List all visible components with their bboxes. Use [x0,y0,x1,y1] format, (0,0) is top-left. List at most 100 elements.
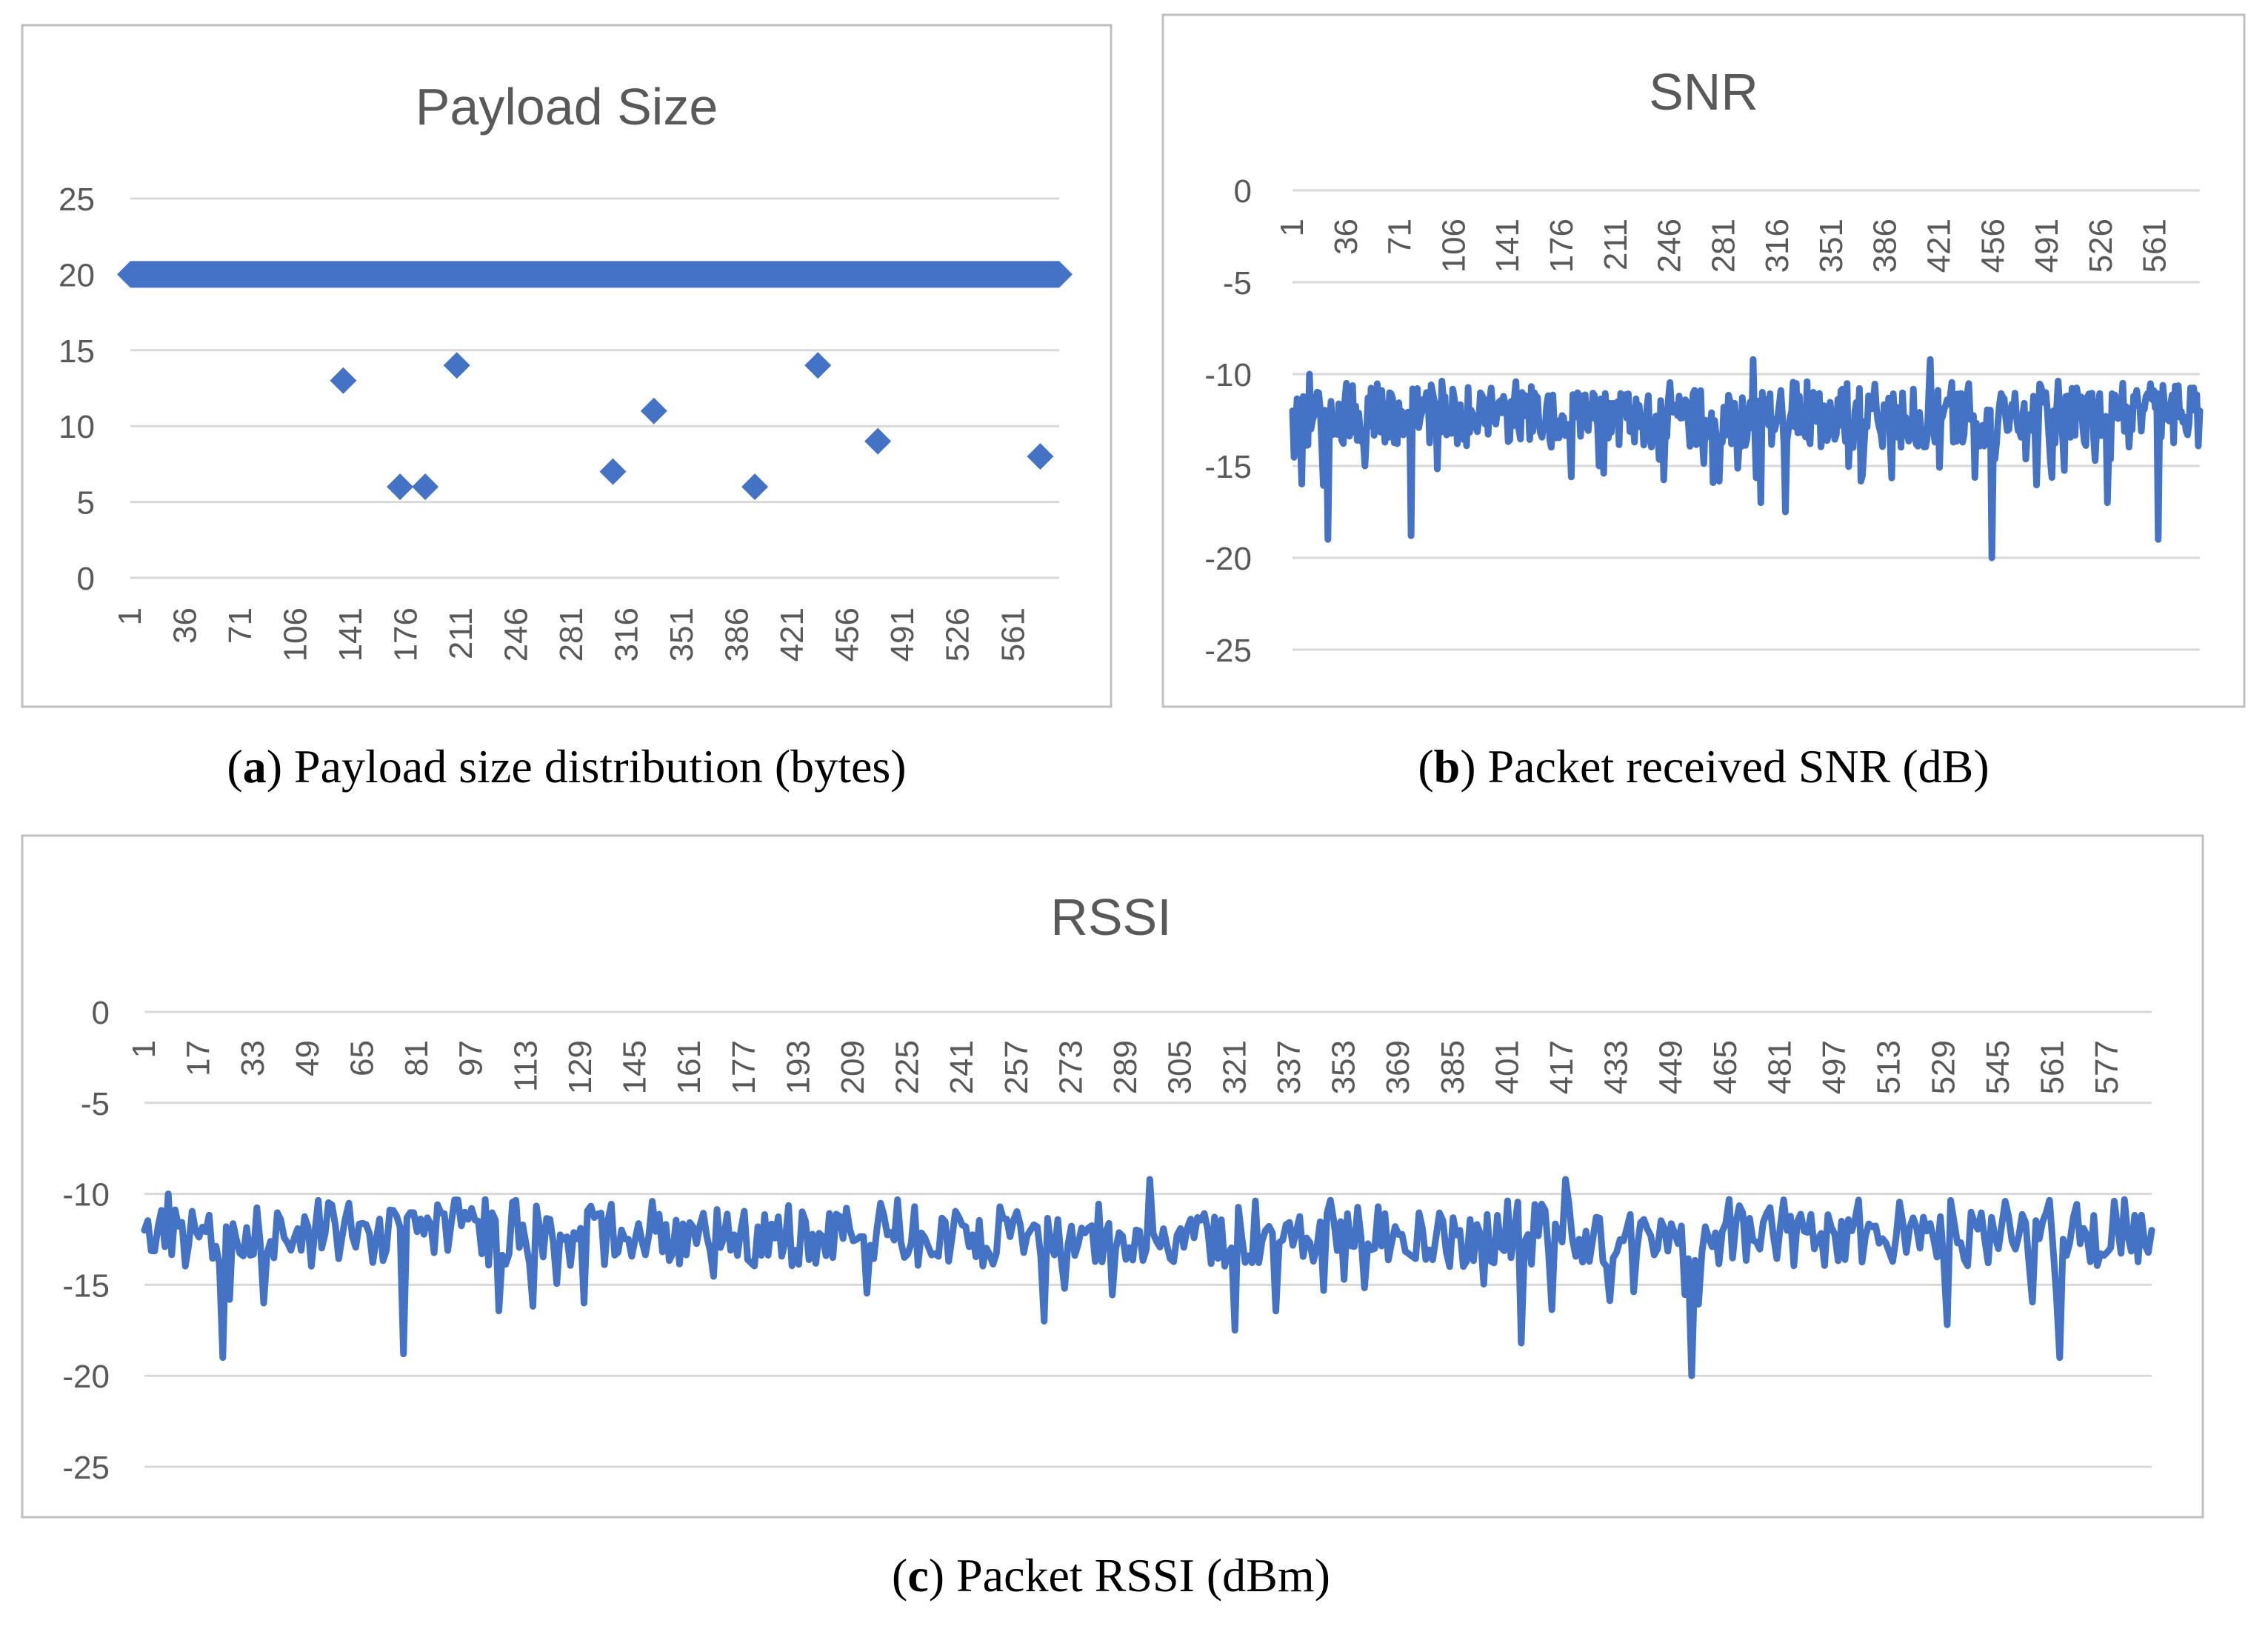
x-tick-label: 545 [1980,1040,2016,1094]
chart-c-title: RSSI [1050,888,1171,946]
x-tick-label: 211 [443,607,479,659]
x-tick-label: 49 [290,1040,326,1076]
x-tick-label: 106 [278,607,314,662]
series-line [1289,356,2204,562]
x-tick-label: 289 [1107,1040,1144,1094]
series-line [141,1176,2155,1379]
x-tick-label: 145 [617,1040,653,1094]
x-tick-label: 337 [1271,1040,1307,1094]
baseline-marker-start [117,261,144,288]
y-tick-label: 25 [59,181,95,218]
chart-c-marks [141,1176,2155,1379]
x-tick-label: 97 [453,1040,490,1076]
x-tick-label: 305 [1162,1040,1198,1094]
x-tick-label: 246 [498,607,535,662]
x-tick-label: 81 [398,1040,435,1076]
x-tick-label: 316 [1759,219,1795,273]
x-tick-label: 281 [1705,219,1741,273]
x-tick-label: 321 [1216,1040,1253,1094]
x-tick-label: 241 [944,1040,980,1094]
chart-a-x-ticks: 1 36 71 106 141 176 211 246 281 316 351 386 421 456 49… [112,607,1031,662]
caption-b: (b) Packet received SNR (dB) [1418,740,1989,793]
data-point [443,352,470,379]
panel-payload-size: Payload Size 0 5 10 15 20 25 1 36 71 106 141 176 21… [21,24,1113,708]
y-tick-label: 0 [1234,173,1252,210]
chart-a-y-ticks: 0 5 10 15 20 25 [59,181,95,597]
x-tick-label: 225 [890,1040,926,1094]
x-tick-label: 491 [2029,219,2065,273]
y-tick-label: 5 [77,485,95,522]
x-tick-label: 497 [1816,1040,1852,1094]
y-tick-label: 15 [59,333,95,370]
data-point [1027,443,1054,470]
x-tick-label: 246 [1652,219,1688,273]
x-tick-label: 351 [1813,219,1850,273]
x-tick-label: 141 [333,607,369,662]
x-tick-label: 481 [1761,1040,1798,1094]
caption-b-text: Packet received SNR (dB) [1488,740,1989,793]
caption-a-text: Payload size distribution (bytes) [294,740,907,793]
y-tick-label: -10 [62,1177,110,1213]
x-tick-label: 369 [1380,1040,1416,1094]
chart-b-marks [1289,356,2204,562]
y-tick-label: -10 [1204,357,1252,393]
y-tick-label: -5 [81,1086,110,1122]
x-tick-label: 36 [1328,219,1364,255]
x-tick-label: 465 [1707,1040,1744,1094]
chart-c-y-ticks: 0 -5 -10 -15 -20 -25 [62,995,110,1486]
y-tick-label: -25 [62,1450,110,1486]
x-tick-label: 113 [507,1040,544,1092]
x-tick-label: 161 [671,1040,707,1094]
y-tick-label: 20 [59,257,95,293]
x-tick-label: 529 [1925,1040,1961,1094]
x-tick-label: 417 [1544,1040,1580,1094]
y-tick-label: -15 [62,1267,110,1304]
x-tick-label: 209 [835,1040,871,1094]
panel-rssi: RSSI 0 -5 -10 -15 -20 -25 1 17 33 49 65 81 97 113 129… [21,834,2204,1519]
x-tick-label: 281 [553,607,590,662]
chart-b-x-ticks: 1 36 71 106 141 176 211 246 281 316 351 386 421 456 49… [1274,219,2173,273]
caption-a: (a) Payload size distribution (bytes) [227,740,906,793]
x-tick-label: 433 [1598,1040,1635,1094]
x-tick-label: 71 [1382,219,1418,255]
x-tick-label: 561 [2137,219,2173,273]
x-tick-label: 176 [1544,219,1580,273]
y-tick-label: -15 [1204,449,1252,485]
caption-c: (c) Packet RSSI (dBm) [892,1549,1330,1602]
chart-a-title: Payload Size [416,78,718,136]
baseline-marker-end [1046,261,1073,288]
x-tick-label: 526 [2083,219,2119,273]
x-tick-label: 351 [664,607,700,662]
baseline-band [130,261,1059,288]
x-tick-label: 513 [1871,1040,1907,1094]
caption-b-letter: b [1434,740,1461,793]
x-tick-label: 176 [388,607,424,662]
caption-a-letter: a [243,740,267,793]
x-tick-label: 71 [222,607,259,644]
x-tick-label: 353 [1326,1040,1362,1094]
x-tick-label: 386 [1867,219,1904,273]
x-tick-label: 17 [181,1040,217,1076]
panel-c-frame [21,834,2204,1519]
x-tick-label: 456 [1975,219,2011,273]
x-tick-label: 421 [1921,219,1958,273]
data-point [864,427,892,455]
x-tick-label: 273 [1053,1040,1089,1094]
y-tick-label: 0 [92,995,110,1031]
x-tick-label: 65 [344,1040,380,1076]
data-point [412,473,439,501]
x-tick-label: 491 [884,607,921,662]
x-tick-label: 401 [1489,1040,1525,1094]
x-tick-label: 177 [726,1040,762,1094]
x-tick-label: 1 [126,1040,162,1058]
x-tick-label: 561 [995,607,1031,662]
panel-snr: SNR 0 -5 -10 -15 -20 -25 1 36 71 106 141 176 211 246… [1161,13,2246,708]
x-tick-label: 1 [112,607,148,625]
chart-a-marks [117,261,1073,501]
data-point [599,458,627,485]
x-tick-label: 385 [1435,1040,1471,1094]
x-tick-label: 561 [2035,1040,2071,1094]
x-tick-label: 36 [167,607,204,644]
chart-b-title: SNR [1649,63,1758,121]
